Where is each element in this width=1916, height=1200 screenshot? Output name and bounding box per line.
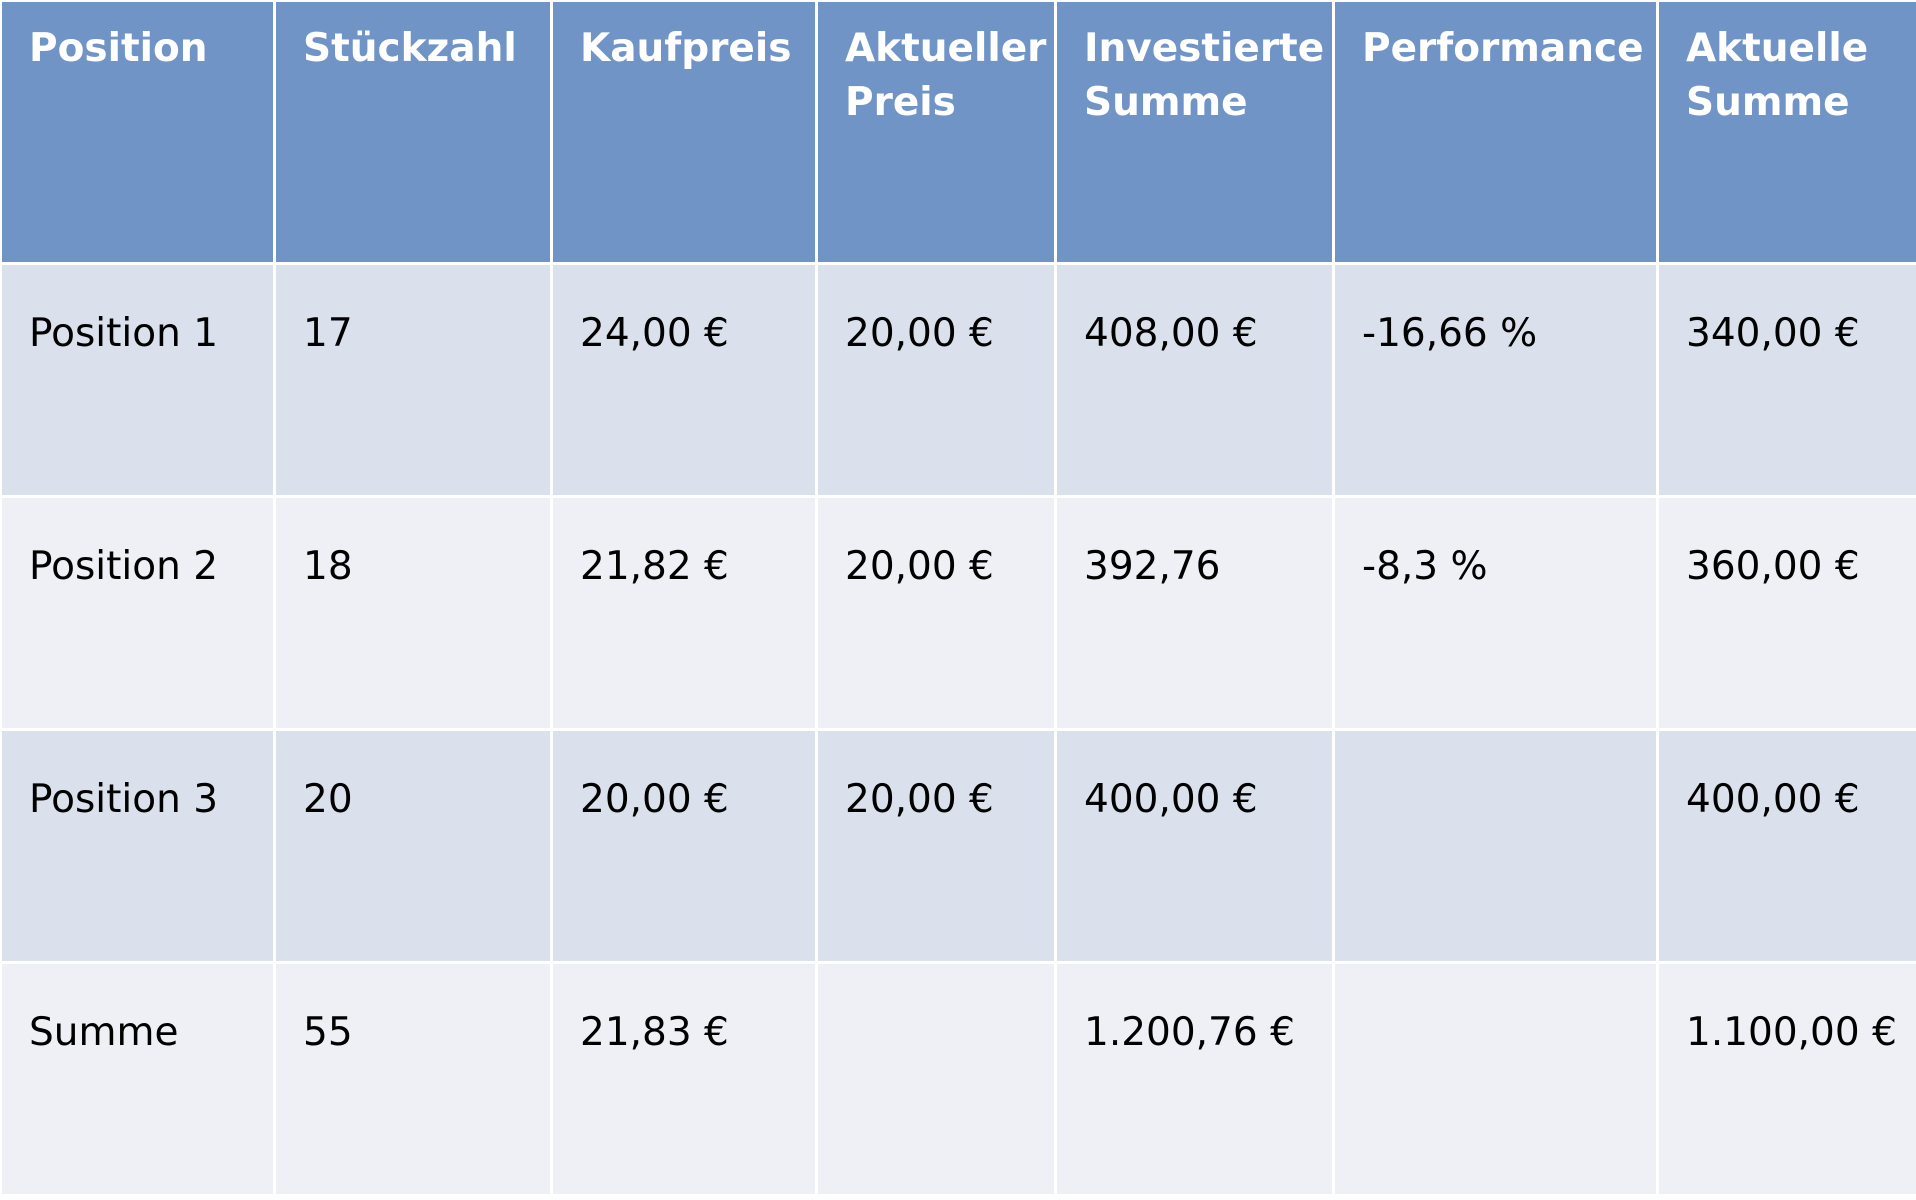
- cell-aktuelle-summe: 360,00 €: [1659, 498, 1916, 728]
- cell-performance: -16,66 %: [1335, 265, 1656, 495]
- header-investierte-summe: Investierte Summe: [1057, 2, 1332, 262]
- table-row: Position 3 20 20,00 € 20,00 € 400,00 € 4…: [2, 731, 1916, 961]
- cell-aktueller-preis: 20,00 €: [818, 265, 1054, 495]
- cell-aktueller-preis: 20,00 €: [818, 731, 1054, 961]
- cell-kaufpreis: 20,00 €: [553, 731, 815, 961]
- cell-aktueller-preis: 20,00 €: [818, 498, 1054, 728]
- cell-stueckzahl: 17: [276, 265, 550, 495]
- header-aktueller-preis: Aktueller Preis: [818, 2, 1054, 262]
- cell-position: Summe: [2, 964, 273, 1194]
- header-kaufpreis: Kaufpreis: [553, 2, 815, 262]
- cell-performance: -8,3 %: [1335, 498, 1656, 728]
- header-performance: Performance: [1335, 2, 1656, 262]
- cell-kaufpreis: 21,83 €: [553, 964, 815, 1194]
- cell-investierte-summe: 1.200,76 €: [1057, 964, 1332, 1194]
- cell-position: Position 3: [2, 731, 273, 961]
- table-row-summe: Summe 55 21,83 € 1.200,76 € 1.100,00 €: [2, 964, 1916, 1194]
- cell-aktuelle-summe: 400,00 €: [1659, 731, 1916, 961]
- cell-investierte-summe: 392,76: [1057, 498, 1332, 728]
- cell-aktuelle-summe: 340,00 €: [1659, 265, 1916, 495]
- cell-performance: [1335, 964, 1656, 1194]
- cell-aktueller-preis: [818, 964, 1054, 1194]
- cell-investierte-summe: 408,00 €: [1057, 265, 1332, 495]
- cell-position: Position 2: [2, 498, 273, 728]
- cell-stueckzahl: 20: [276, 731, 550, 961]
- cell-performance: [1335, 731, 1656, 961]
- cell-aktuelle-summe: 1.100,00 €: [1659, 964, 1916, 1194]
- table-header-row: Position Stückzahl Kaufpreis Aktueller P…: [2, 2, 1916, 262]
- header-aktuelle-summe: Aktuelle Summe: [1659, 2, 1916, 262]
- table-row: Position 2 18 21,82 € 20,00 € 392,76 -8,…: [2, 498, 1916, 728]
- table-row: Position 1 17 24,00 € 20,00 € 408,00 € -…: [2, 265, 1916, 495]
- header-stueckzahl: Stückzahl: [276, 2, 550, 262]
- cell-stueckzahl: 18: [276, 498, 550, 728]
- cell-kaufpreis: 21,82 €: [553, 498, 815, 728]
- cell-kaufpreis: 24,00 €: [553, 265, 815, 495]
- cell-investierte-summe: 400,00 €: [1057, 731, 1332, 961]
- header-position: Position: [2, 2, 273, 262]
- cell-position: Position 1: [2, 265, 273, 495]
- cell-stueckzahl: 55: [276, 964, 550, 1194]
